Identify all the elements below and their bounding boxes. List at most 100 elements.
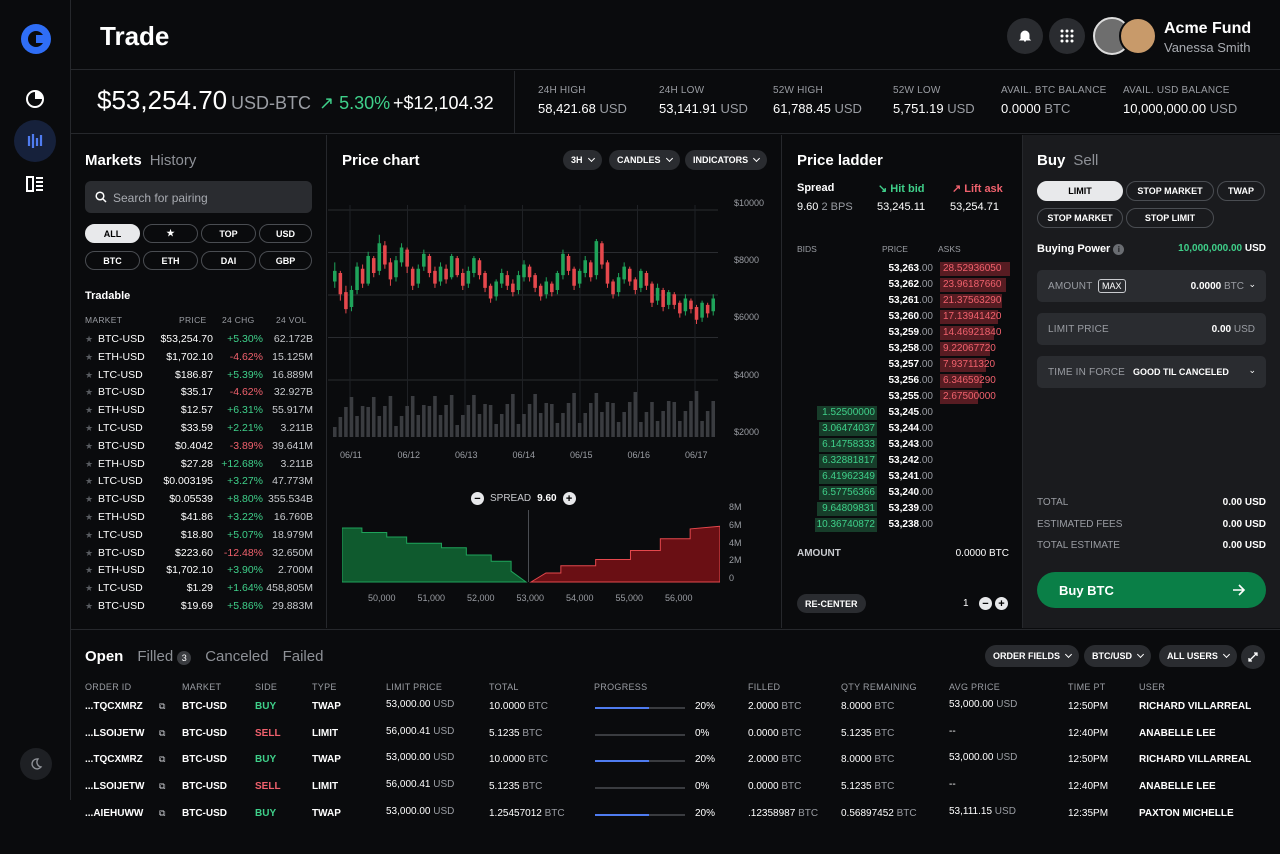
bell-icon[interactable] [1007, 18, 1043, 54]
recenter-button[interactable]: RE-CENTER [797, 594, 866, 613]
order-type-limit[interactable]: LIMIT [1037, 181, 1123, 201]
order-row[interactable]: ...LSOIJETW ⧉ BTC-USD SELL LIMIT 56,000.41 US… [85, 779, 1265, 807]
filter-1[interactable]: ★ [143, 224, 198, 243]
bid-row[interactable]: 9.64809831 53,239.00 [783, 501, 1023, 517]
tab-buy[interactable]: Buy [1037, 152, 1066, 169]
lift-ask-button[interactable]: ↗ Lift ask [952, 182, 1003, 195]
account-switcher[interactable]: Acme Fund Vanessa Smith [1164, 20, 1251, 55]
market-row[interactable]: ★ ETH-USD $1,702.10 -4.62% 15.125M [85, 349, 313, 367]
star-icon[interactable]: ★ [85, 351, 94, 362]
bid-row[interactable]: 3.06474037 53,244.00 [783, 421, 1023, 437]
ask-row[interactable]: 53,261.00 21.37563290 [783, 293, 1023, 309]
ask-row[interactable]: 53,263.00 28.52936050 [783, 261, 1023, 277]
candlestick-chart[interactable] [328, 195, 728, 445]
star-icon[interactable]: ★ [85, 512, 94, 522]
market-row[interactable]: ★ LTC-USD $18.80 +5.07% 18.979M [85, 527, 313, 545]
market-row[interactable]: ★ LTC-USD $1.29 +1.64% 458,805M [85, 580, 313, 598]
tab-markets[interactable]: Markets [85, 152, 142, 169]
ask-row[interactable]: 53,255.00 2.67500000 [783, 389, 1023, 405]
market-row[interactable]: ★ BTC-USD $19.69 +5.86% 29.883M [85, 598, 313, 616]
ask-row[interactable]: 53,260.00 17.13941420 [783, 309, 1023, 325]
market-row[interactable]: ★ BTC-USD $0.4042 -3.89% 39.641M [85, 438, 313, 456]
star-icon[interactable]: ★ [85, 369, 94, 380]
market-row[interactable]: ★ LTC-USD $186.87 +5.39% 16.889M [85, 367, 313, 385]
portfolio-nav-icon[interactable] [14, 78, 56, 120]
order-type-stop-market[interactable]: STOP MARKET [1126, 181, 1214, 201]
star-icon[interactable]: ★ [85, 440, 94, 451]
tab-sell[interactable]: Sell [1073, 152, 1099, 169]
tab-filled[interactable]: Filled 3 [137, 648, 192, 665]
time-in-force-dropdown[interactable]: TIME IN FORCE GOOD TIL CANCELED ⌄ [1037, 356, 1266, 388]
trade-nav-icon[interactable] [14, 120, 56, 162]
dark-mode-icon[interactable] [20, 748, 52, 780]
ask-row[interactable]: 53,257.00 7.93711320 [783, 357, 1023, 373]
bid-row[interactable]: 10.36740872 53,238.00 [783, 517, 1023, 533]
bid-row[interactable]: 6.14758333 53,243.00 [783, 437, 1023, 453]
pair-filter-dropdown[interactable]: BTC/USD [1084, 645, 1151, 667]
tab-failed[interactable]: Failed [282, 648, 324, 665]
market-row[interactable]: ★ ETH-USD $41.86 +3.22% 16.760B [85, 509, 313, 527]
bid-row[interactable]: 1.52500000 53,245.00 [783, 405, 1023, 421]
user-avatar[interactable] [1119, 17, 1157, 55]
ask-row[interactable]: 53,256.00 6.34659290 [783, 373, 1023, 389]
copy-icon[interactable]: ⧉ [159, 754, 166, 765]
filter-2[interactable]: TOP [201, 224, 256, 243]
ask-row[interactable]: 53,262.00 23.96187660 [783, 277, 1023, 293]
star-icon[interactable]: ★ [85, 423, 94, 433]
filter-0[interactable]: ALL [85, 224, 140, 243]
order-type-stop-market-2[interactable]: STOP MARKET [1037, 208, 1123, 228]
buy-btc-button[interactable]: Buy BTC [1037, 572, 1266, 608]
bid-row[interactable]: 6.32881817 53,242.00 [783, 453, 1023, 469]
star-icon[interactable]: ★ [85, 494, 94, 505]
apps-grid-icon[interactable] [1049, 18, 1085, 54]
star-icon[interactable]: ★ [85, 387, 94, 398]
users-filter-dropdown[interactable]: ALL USERS [1159, 645, 1237, 667]
order-row[interactable]: ...TQCXMRZ ⧉ BTC-USD BUY TWAP 53,000.00 USD 10… [85, 699, 1265, 727]
order-row[interactable]: ...TQCXMRZ ⧉ BTC-USD BUY TWAP 53,000.00 USD 10… [85, 752, 1265, 780]
market-row[interactable]: ★ BTC-USD $223.60 -12.48% 32.650M [85, 545, 313, 563]
star-icon[interactable]: ★ [85, 583, 94, 594]
plus-icon[interactable]: + [562, 492, 576, 505]
copy-icon[interactable]: ⧉ [159, 701, 166, 711]
tab-history[interactable]: History [149, 152, 197, 169]
market-row[interactable]: ★ BTC-USD $0.05539 +8.80% 355.534B [85, 491, 313, 509]
star-icon[interactable]: ★ [85, 601, 94, 611]
order-row[interactable]: ...LSOIJETW ⧉ BTC-USD SELL LIMIT 56,000.41 US… [85, 726, 1265, 754]
max-button[interactable]: MAX [1098, 279, 1126, 293]
order-row[interactable]: ...AIEHUWW ⧉ BTC-USD BUY TWAP 53,000.00 USD 1.… [85, 806, 1265, 834]
order-fields-dropdown[interactable]: ORDER FIELDS [985, 645, 1080, 667]
filter-6[interactable]: DAI [201, 251, 256, 270]
minus-icon[interactable]: − [979, 597, 992, 610]
market-row[interactable]: ★ BTC-USD $53,254.70 +5.30% 62.172B [85, 331, 313, 349]
filter-4[interactable]: BTC [85, 251, 140, 270]
depth-chart[interactable] [342, 510, 720, 585]
star-icon[interactable]: ★ [85, 565, 94, 576]
star-icon[interactable]: ★ [85, 334, 94, 344]
market-row[interactable]: ★ ETH-USD $1,702.10 +3.90% 2.700M [85, 562, 313, 580]
coinbase-logo-icon[interactable] [21, 24, 51, 54]
market-row[interactable]: ★ LTC-USD $0.003195 +3.27% 47.773M [85, 473, 313, 491]
hit-bid-button[interactable]: ↘ Hit bid [878, 182, 925, 195]
tab-canceled[interactable]: Canceled [205, 648, 269, 665]
indicators-dropdown[interactable]: INDICATORS [685, 150, 768, 170]
market-row[interactable]: ★ BTC-USD $35.17 -4.62% 32.927B [85, 384, 313, 402]
bid-row[interactable]: 6.41962349 53,241.00 [783, 469, 1023, 485]
limit-price-field[interactable]: LIMIT PRICE 0.00 USD [1037, 313, 1266, 345]
chart-style-dropdown[interactable]: CANDLES [609, 150, 680, 170]
star-icon[interactable]: ★ [85, 405, 94, 416]
star-icon[interactable]: ★ [85, 476, 94, 487]
info-icon[interactable]: i [1113, 244, 1125, 255]
tab-open[interactable]: Open [85, 648, 124, 665]
star-icon[interactable]: ★ [85, 547, 94, 558]
filter-7[interactable]: GBP [259, 251, 312, 270]
filter-3[interactable]: USD [259, 224, 312, 243]
filter-5[interactable]: ETH [143, 251, 198, 270]
ask-row[interactable]: 53,258.00 9.22067720 [783, 341, 1023, 357]
order-type-stop-limit[interactable]: STOP LIMIT [1126, 208, 1214, 228]
bid-row[interactable]: 6.57756366 53,240.00 [783, 485, 1023, 501]
search-input[interactable]: Search for pairing [85, 181, 312, 213]
expand-icon[interactable] [1241, 645, 1265, 669]
copy-icon[interactable]: ⧉ [159, 781, 166, 792]
minus-icon[interactable]: − [471, 492, 484, 505]
market-row[interactable]: ★ ETH-USD $27.28 +12.68% 3.211B [85, 456, 313, 474]
